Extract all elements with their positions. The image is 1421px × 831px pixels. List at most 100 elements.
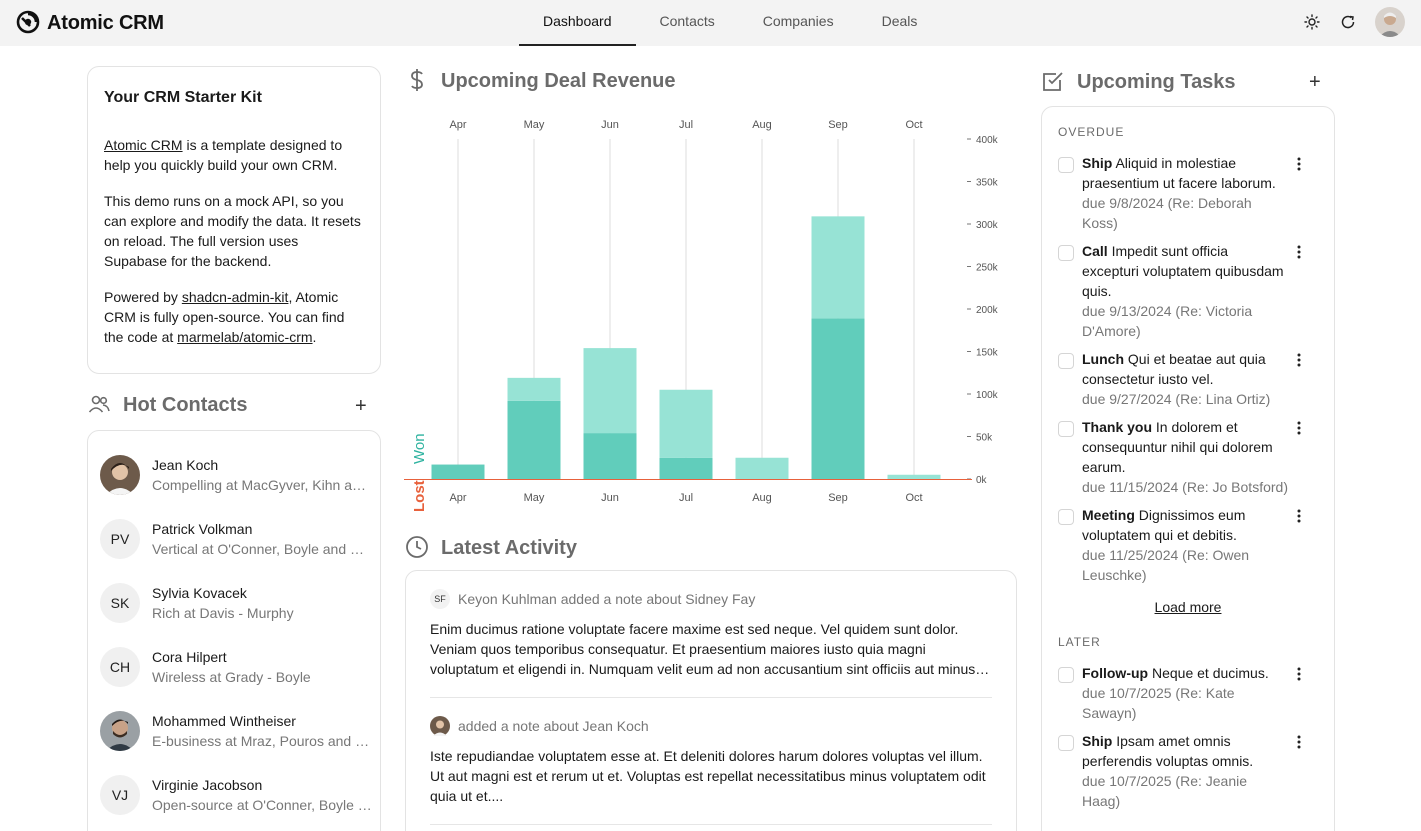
- x-tick-label-top: Jul: [679, 119, 693, 131]
- load-more-button[interactable]: Load more: [1154, 599, 1222, 615]
- task-description: Ipsam amet omnis perferendis voluptas om…: [1082, 733, 1254, 769]
- activity-item[interactable]: added a note about Jean Koch Iste repudi…: [430, 698, 992, 825]
- hot-contacts-title: Hot Contacts: [123, 394, 248, 416]
- task-text: Ship Ipsam amet omnis perferendis volupt…: [1082, 731, 1288, 811]
- task-checkbox[interactable]: [1058, 353, 1074, 369]
- shadcn-link[interactable]: shadcn-admin-kit: [181, 289, 289, 305]
- starter-kit-card: Your CRM Starter Kit Atomic CRM is a tem…: [87, 66, 381, 374]
- more-vertical-icon[interactable]: [1292, 157, 1306, 171]
- atomic-crm-link[interactable]: Atomic CRM: [104, 137, 183, 153]
- task-text: Follow-up Neque et ducimus. due 10/7/2025…: [1082, 663, 1288, 723]
- contact-name: Mohammed Wintheiser: [152, 713, 296, 729]
- task-text: Ship Aliquid in molestiae praesentium ut…: [1082, 153, 1288, 233]
- task-checkbox[interactable]: [1058, 245, 1074, 261]
- x-tick-label-top: Jun: [601, 119, 619, 131]
- task-due: due 11/25/2024 (Re: Owen Leuschke): [1082, 547, 1250, 583]
- task-checkbox[interactable]: [1058, 667, 1074, 683]
- activity-head-text: added a note about Jean Koch: [458, 718, 649, 734]
- activity-item[interactable]: SF Keyon Kuhlman added a note about Sidn…: [430, 571, 992, 698]
- tab-contacts[interactable]: Contacts: [659, 13, 715, 29]
- contact-avatar: [100, 455, 140, 495]
- more-vertical-icon[interactable]: [1292, 353, 1306, 367]
- starter-p3-a: Powered by: [104, 289, 182, 305]
- tasks-header: Upcoming Tasks: [1041, 68, 1236, 97]
- more-vertical-icon[interactable]: [1292, 667, 1306, 681]
- contact-item[interactable]: Mohammed Wintheiser E-business at Mraz, P…: [88, 699, 380, 763]
- task-description: In dolorem et consequuntur nihil qui dol…: [1082, 419, 1273, 475]
- contact-item[interactable]: Jean Koch Compelling at MacGyver, Kihn an…: [88, 443, 380, 507]
- brand[interactable]: Atomic CRM: [15, 9, 164, 38]
- x-tick-label-bottom: Jun: [601, 492, 619, 504]
- y-tick-label: 50k: [976, 433, 993, 444]
- task-type: Follow-up: [1082, 665, 1149, 681]
- starter-p1: Atomic CRM is a template designed to hel…: [104, 135, 364, 175]
- refresh-icon[interactable]: [1339, 13, 1357, 31]
- overdue-list: Ship Aliquid in molestiae praesentium ut…: [1058, 153, 1318, 585]
- y-tick-label: 250k: [976, 263, 999, 274]
- bar-pending: [735, 457, 789, 479]
- more-vertical-icon[interactable]: [1292, 509, 1306, 523]
- task-type: Lunch: [1082, 351, 1124, 367]
- contact-name: Jean Koch: [152, 457, 219, 473]
- task-item: Ship Aliquid in molestiae praesentium ut…: [1058, 153, 1318, 233]
- task-due: due 10/7/2025 (Re: Jeanie Haag): [1082, 773, 1248, 809]
- activity-body: Iste repudiandae voluptatem esse at. Et …: [430, 748, 986, 804]
- task-due: due 10/7/2025 (Re: Kate Sawayn): [1082, 685, 1235, 721]
- more-vertical-icon[interactable]: [1292, 245, 1306, 259]
- task-checkbox[interactable]: [1058, 157, 1074, 173]
- task-item: Follow-up Neque et ducimus. due 10/7/2025…: [1058, 663, 1318, 723]
- contact-item[interactable]: SK Sylvia Kovacek Rich at Davis - Murphy: [88, 571, 380, 635]
- tab-companies[interactable]: Companies: [762, 13, 834, 29]
- starter-p3-c: .: [312, 329, 317, 345]
- tab-dashboard[interactable]: Dashboard: [519, 0, 636, 46]
- lost-axis-label: Lost: [411, 480, 428, 512]
- revenue-title: Upcoming Deal Revenue: [441, 70, 676, 92]
- tasks-title: Upcoming Tasks: [1077, 71, 1236, 93]
- more-vertical-icon[interactable]: [1292, 421, 1306, 435]
- top-bar: Atomic CRM Dashboard Contacts Companies …: [0, 0, 1421, 46]
- x-tick-label-top: Oct: [905, 119, 922, 131]
- dollar-icon: [405, 67, 429, 96]
- task-text: Call Impedit sunt officia excepturi volu…: [1082, 241, 1288, 341]
- sun-icon[interactable]: [1303, 13, 1321, 31]
- contact-item[interactable]: PV Patrick Volkman Vertical at O'Conner, …: [88, 507, 380, 571]
- activity-list: SF Keyon Kuhlman added a note about Sidn…: [405, 570, 1017, 831]
- github-link[interactable]: marmelab/atomic-crm: [177, 329, 313, 345]
- task-due: due 9/27/2024 (Re: Lina Ortiz): [1082, 391, 1271, 407]
- task-description: Impedit sunt officia excepturi voluptate…: [1082, 243, 1284, 299]
- contact-subtitle: Rich at Davis - Murphy: [152, 605, 294, 621]
- clock-icon: [405, 535, 429, 562]
- starter-p2: This demo runs on a mock API, so you can…: [104, 193, 361, 269]
- bar-won: [583, 433, 637, 479]
- user-avatar[interactable]: [1375, 7, 1405, 37]
- add-contact-button[interactable]: +: [355, 395, 367, 417]
- tasks-panel: OVERDUE Ship Aliquid in molestiae praese…: [1041, 106, 1335, 831]
- bar-pending: [887, 474, 941, 479]
- users-icon: [87, 392, 111, 419]
- add-task-button[interactable]: +: [1309, 71, 1321, 93]
- won-axis-label: Won: [411, 433, 428, 464]
- activity-header: Latest Activity: [405, 535, 577, 562]
- task-checkbox[interactable]: [1058, 509, 1074, 525]
- x-tick-label-bottom: May: [524, 492, 545, 504]
- contact-avatar: [100, 711, 140, 751]
- x-tick-label-bottom: Apr: [449, 492, 466, 504]
- contact-item[interactable]: CH Cora Hilpert Wireless at Grady - Boyle: [88, 635, 380, 699]
- contact-name: Cora Hilpert: [152, 649, 227, 665]
- task-checkbox[interactable]: [1058, 421, 1074, 437]
- later-label: LATER: [1058, 635, 1101, 649]
- task-checkbox[interactable]: [1058, 735, 1074, 751]
- x-tick-label-top: May: [524, 119, 545, 131]
- y-tick-label: 150k: [976, 348, 999, 359]
- task-item: Meeting Dignissimos eum voluptatem qui e…: [1058, 505, 1318, 585]
- tab-deals[interactable]: Deals: [881, 13, 918, 29]
- hot-contacts-header: Hot Contacts: [87, 392, 247, 419]
- task-due: due 9/8/2024 (Re: Deborah Koss): [1082, 195, 1252, 231]
- more-vertical-icon[interactable]: [1292, 735, 1306, 749]
- x-tick-label-top: Sep: [828, 119, 848, 131]
- contact-name: Sylvia Kovacek: [152, 585, 247, 601]
- contact-item[interactable]: VJ Virginie Jacobson Open-source at O'Con…: [88, 763, 380, 827]
- task-due: due 9/13/2024 (Re: Victoria D'Amore): [1082, 303, 1253, 339]
- x-tick-label-bottom: Aug: [752, 492, 772, 504]
- activity-body: Enim ducimus ratione voluptate facere ma…: [430, 621, 976, 677]
